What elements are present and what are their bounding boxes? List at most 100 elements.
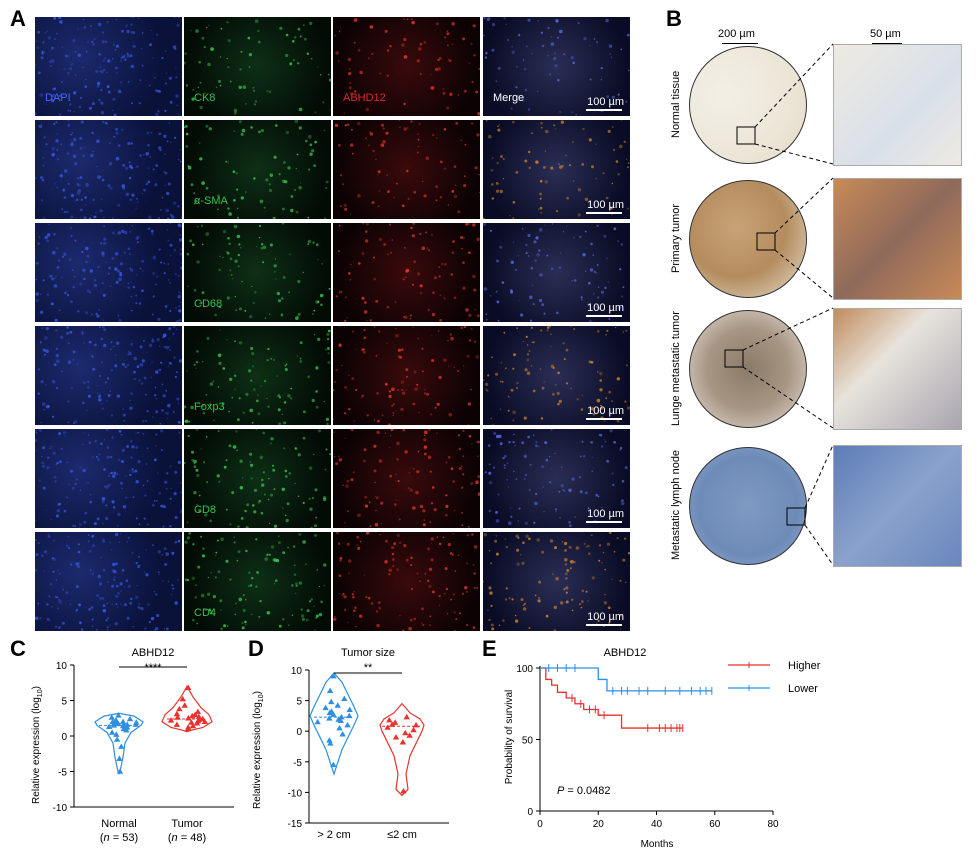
tile-speck (588, 138, 592, 142)
tile-speck (534, 594, 537, 597)
tile-speck (527, 344, 529, 346)
tile-speck (154, 386, 157, 389)
tile-speck (539, 192, 542, 196)
tile-speck (55, 121, 58, 124)
tile-speck (36, 432, 38, 434)
tile-speck (377, 173, 379, 175)
data-point (119, 718, 127, 725)
tile-speck (442, 536, 445, 539)
tile-speck (150, 132, 153, 134)
tile-speck (116, 525, 119, 527)
tile-speck (443, 128, 447, 131)
tile-speck (515, 478, 518, 480)
tile-speck (104, 57, 106, 59)
tile-speck (538, 580, 542, 584)
chart-d-cat-0: > 2 cm (317, 829, 350, 841)
tile-speck (175, 328, 178, 331)
tile-speck (438, 275, 441, 278)
tile-speck (374, 522, 379, 527)
tile-speck (412, 467, 415, 470)
tile-speck (536, 90, 539, 93)
tile-speck (284, 514, 287, 517)
tile-speck (45, 143, 48, 146)
tile-speck (105, 504, 108, 507)
tile-speck (344, 437, 346, 439)
tile-speck (387, 132, 389, 134)
tile-speck (338, 574, 342, 577)
tile-speck (117, 606, 119, 608)
tile-speck (127, 584, 131, 588)
tile-speck (412, 223, 416, 225)
tile-speck (590, 534, 593, 537)
tile-speck (62, 188, 66, 192)
ihc-row-label: Lunge metastatic tumor (670, 310, 682, 426)
tile-speck (484, 56, 488, 59)
data-point (327, 740, 334, 746)
tile-speck (241, 626, 245, 630)
tile-speck (216, 194, 220, 197)
tile-speck (53, 363, 57, 366)
tile-speck (302, 410, 306, 414)
tile-speck (352, 595, 355, 599)
tile-speck (521, 561, 525, 565)
tile-speck (130, 268, 134, 272)
tile-speck (64, 169, 68, 173)
ihc-connector-line (804, 524, 834, 566)
tile-speck (79, 489, 82, 492)
data-point (384, 724, 391, 730)
tile-speck (157, 571, 160, 574)
tile-speck (83, 216, 87, 219)
tile-speck (126, 541, 129, 543)
tile-speck (199, 81, 202, 84)
tile-speck (160, 261, 162, 264)
tile-speck (50, 188, 53, 190)
tile-speck (498, 624, 501, 627)
tile-speck (99, 66, 101, 68)
tile-speck (47, 535, 51, 538)
tile-speck (193, 491, 197, 495)
tile-speck (578, 476, 582, 479)
tile-speck (570, 326, 572, 328)
tile-speck (110, 549, 113, 551)
tile-speck (386, 49, 390, 52)
tile-speck (169, 349, 171, 351)
tile-speck (386, 342, 388, 344)
fluorescence-tile: CD8 (184, 429, 331, 528)
tile-speck (501, 281, 505, 284)
tile-speck (53, 38, 57, 41)
tile-speck (153, 591, 155, 593)
tile-speck (462, 455, 465, 457)
tile-speck (491, 356, 493, 359)
tile-speck (161, 383, 164, 386)
tile-speck (161, 504, 165, 508)
tile-speck (512, 410, 516, 415)
tile-speck (86, 182, 89, 185)
tile-scale-label: 100 µm (587, 302, 624, 314)
tile-speck (176, 371, 178, 373)
tile-speck (67, 293, 70, 297)
tile-speck (387, 253, 389, 255)
tile-speck (302, 24, 305, 27)
tile-speck (54, 183, 56, 185)
tile-speck (388, 394, 392, 399)
tile-speck (148, 84, 151, 87)
tile-speck (402, 278, 405, 281)
tile-speck (125, 579, 129, 583)
tile-speck (168, 361, 172, 365)
data-point (344, 721, 351, 728)
tile-speck (119, 262, 123, 266)
tile-speck (40, 293, 42, 295)
tile-speck (43, 136, 46, 139)
tile-speck (46, 239, 49, 243)
tile-speck (229, 578, 232, 581)
tile-speck (495, 552, 499, 556)
tile-speck (310, 598, 313, 601)
tile-speck (107, 581, 109, 583)
y-tick-label: 100 (516, 664, 533, 675)
tile-speck (499, 245, 503, 249)
tile-speck (343, 203, 347, 207)
tile-speck (157, 472, 159, 474)
tile-speck (510, 388, 514, 392)
tile-speck (483, 223, 486, 226)
tile-speck (123, 586, 125, 588)
